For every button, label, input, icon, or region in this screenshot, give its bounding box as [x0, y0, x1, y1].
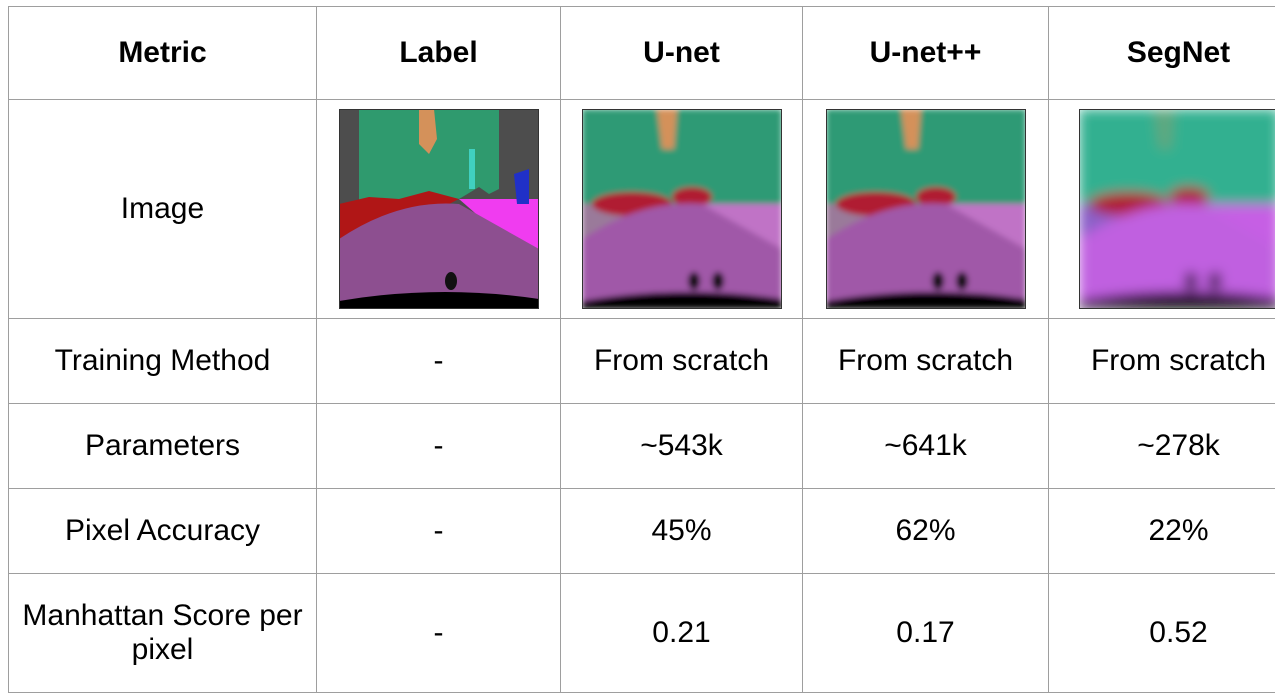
- image-cell: [803, 100, 1049, 319]
- image-cell: [1049, 100, 1275, 319]
- cell: -: [317, 319, 561, 404]
- segmentation-image: [339, 109, 539, 309]
- cell: 45%: [561, 489, 803, 574]
- page: {"table": { "header": ["Metric", "Label"…: [0, 0, 1275, 692]
- cell: -: [317, 489, 561, 574]
- cell: From scratch: [1049, 319, 1275, 404]
- cell: 62%: [803, 489, 1049, 574]
- cell: 0.52: [1049, 574, 1275, 693]
- image-cell: [317, 100, 561, 319]
- header-cell: SegNet: [1049, 7, 1275, 100]
- table-row: Image: [9, 100, 1275, 319]
- cell: ~543k: [561, 404, 803, 489]
- row-label: Manhattan Score per pixel: [9, 574, 317, 693]
- table-row: Pixel Accuracy-45%62%22%: [9, 489, 1275, 574]
- table-row: Parameters-~543k~641k~278k: [9, 404, 1275, 489]
- segmentation-image: [1079, 109, 1275, 309]
- cell: From scratch: [561, 319, 803, 404]
- cell: -: [317, 574, 561, 693]
- cell: 22%: [1049, 489, 1275, 574]
- cell: 0.17: [803, 574, 1049, 693]
- image-cell: [561, 100, 803, 319]
- segmentation-image: [582, 109, 782, 309]
- cell: -: [317, 404, 561, 489]
- header-cell: U-net++: [803, 7, 1049, 100]
- segmentation-image: [826, 109, 1026, 309]
- cell: ~641k: [803, 404, 1049, 489]
- header-cell: Metric: [9, 7, 317, 100]
- row-label: Training Method: [9, 319, 317, 404]
- cell: 0.21: [561, 574, 803, 693]
- header-cell: U-net: [561, 7, 803, 100]
- cell: ~278k: [1049, 404, 1275, 489]
- row-label: Pixel Accuracy: [9, 489, 317, 574]
- row-label: Parameters: [9, 404, 317, 489]
- cell: From scratch: [803, 319, 1049, 404]
- header-cell: Label: [317, 7, 561, 100]
- row-label: Image: [9, 100, 317, 319]
